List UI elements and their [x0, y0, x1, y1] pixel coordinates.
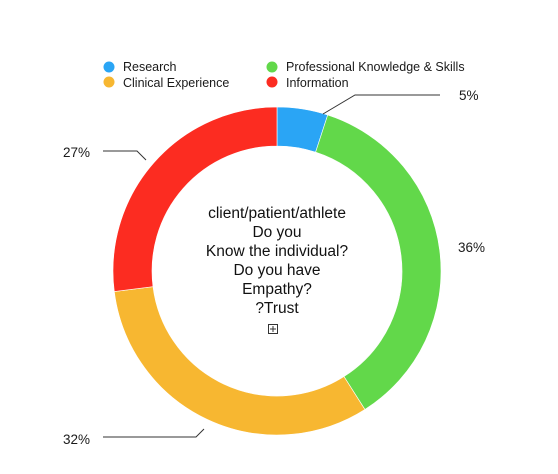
value-label-clinical-experience: 32%: [63, 432, 90, 447]
leader-line-research: [322, 94, 440, 115]
legend-swatch: [103, 76, 115, 88]
leader-line-information: [103, 150, 147, 161]
legend-item-professional-knowledge-skills: Professional Knowledge & Skills: [266, 60, 465, 74]
value-label-research: 5%: [459, 88, 479, 103]
slice-information: [112, 106, 278, 292]
center-text-line: Do you: [252, 224, 301, 241]
legend-item-clinical-experience: Clinical Experience: [103, 76, 229, 90]
center-text-line: Do you have: [233, 262, 320, 279]
legend-label: Professional Knowledge & Skills: [286, 60, 465, 74]
expand-icon[interactable]: [268, 324, 278, 334]
leader-lines: 5% 36% 32% 27%: [63, 88, 485, 447]
legend-item-information: Information: [266, 76, 349, 90]
center-text-line: Know the individual?: [206, 243, 349, 260]
slice-clinical-experience: [113, 286, 366, 436]
center-text-line: client/patient/athlete: [208, 205, 346, 222]
legend-swatch: [266, 76, 278, 88]
center-text-line: ?Trust: [255, 300, 299, 317]
value-label-professional-knowledge-skills: 36%: [458, 240, 485, 255]
legend-label: Information: [286, 76, 349, 90]
legend-label: Research: [123, 60, 177, 74]
slice-professional-knowledge-skills: [315, 114, 442, 410]
legend-item-research: Research: [103, 60, 177, 74]
center-text-line: Empathy?: [242, 281, 312, 298]
leader-line-clinical-experience: [103, 428, 205, 438]
legend: Research Clinical Experience Professional …: [103, 60, 465, 90]
legend-swatch: [266, 61, 278, 73]
donut-slices: [112, 106, 442, 436]
value-label-information: 27%: [63, 145, 90, 160]
legend-swatch: [103, 61, 115, 73]
center-text: client/patient/athlete Do you Know the ind…: [206, 205, 349, 317]
legend-label: Clinical Experience: [123, 76, 229, 90]
